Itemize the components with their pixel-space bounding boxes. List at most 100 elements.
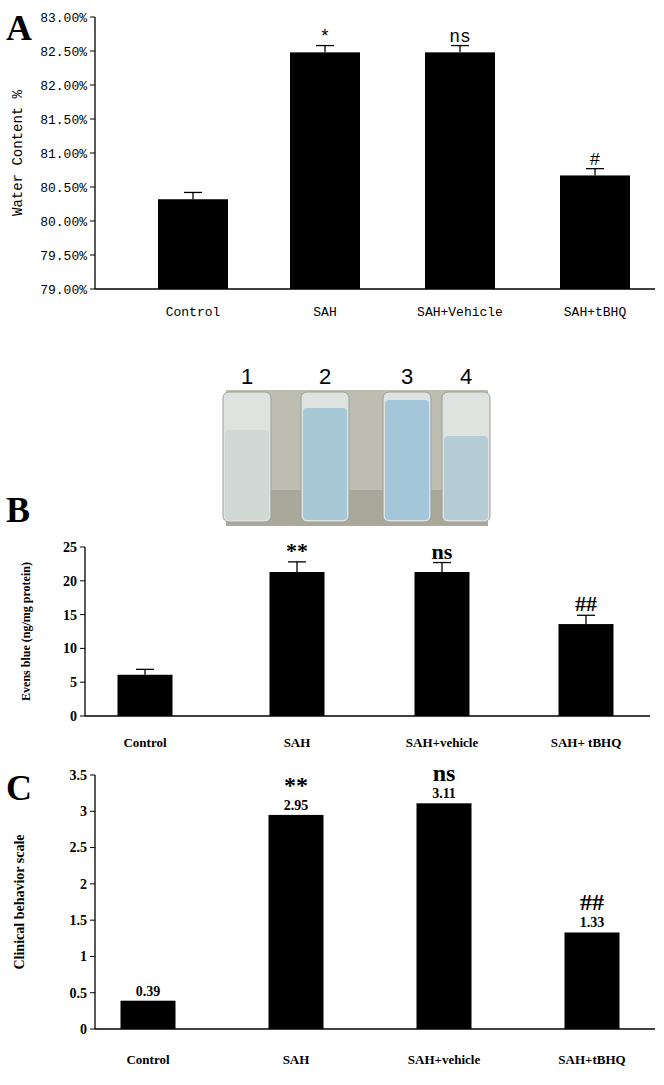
y-tick <box>90 956 95 957</box>
y-tick-label: 0 <box>80 1022 87 1037</box>
bar <box>121 1001 176 1029</box>
error-stem <box>441 563 442 572</box>
tube-photo <box>223 390 490 526</box>
y-axis-label: Evens blue (ng/mg protein) <box>19 562 33 701</box>
y-tick <box>90 775 95 776</box>
tube-liquid <box>385 400 429 520</box>
y-tick <box>90 1029 95 1030</box>
x-tick-label: SAH+tBHQ <box>564 305 627 320</box>
error-stem <box>585 615 586 624</box>
y-tick <box>80 648 85 649</box>
bar <box>118 675 173 716</box>
bar <box>565 932 620 1029</box>
bar <box>269 815 324 1029</box>
bar <box>560 175 630 289</box>
panel: AWater Content %79.00%79.50%80.00%80.50%… <box>6 8 655 320</box>
y-tick-label: 20 <box>63 574 77 589</box>
tube <box>442 392 490 522</box>
bar <box>158 199 228 289</box>
significance-mark: ** <box>286 538 308 563</box>
error-bar <box>577 615 595 624</box>
tube-label: 3 <box>401 364 413 389</box>
bar <box>417 803 472 1029</box>
y-tick <box>80 716 85 717</box>
significance-mark: ** <box>284 772 308 798</box>
bar <box>415 572 470 716</box>
x-tick-label: SAH+ tBHQ <box>551 735 622 750</box>
y-tick <box>90 119 95 120</box>
significance-mark: ## <box>580 889 604 915</box>
tube <box>383 392 431 522</box>
y-tick <box>80 614 85 615</box>
bar <box>425 52 495 289</box>
error-stem <box>459 46 460 53</box>
y-tick <box>90 883 95 884</box>
y-tick-label: 1.5 <box>70 913 88 928</box>
bar <box>559 624 614 716</box>
error-stem <box>144 669 145 674</box>
data-label: 2.95 <box>284 798 309 813</box>
y-tick-label: 79.50% <box>40 249 87 264</box>
error-stem <box>296 562 297 572</box>
y-tick-label: 80.50% <box>40 181 87 196</box>
y-tick <box>80 580 85 581</box>
y-tick-label: 5 <box>70 675 77 690</box>
tube-label: 1 <box>241 364 253 389</box>
x-tick-label: SAH <box>313 305 336 320</box>
y-tick <box>90 811 95 812</box>
y-tick-label: 82.50% <box>40 45 87 60</box>
y-tick-label: 82.00% <box>40 79 87 94</box>
error-bar <box>136 669 154 674</box>
panel-letter: C <box>6 768 32 808</box>
figure: AWater Content %79.00%79.50%80.00%80.50%… <box>0 0 664 1085</box>
data-label: 3.11 <box>432 786 456 801</box>
y-tick <box>80 682 85 683</box>
y-tick-label: 3.5 <box>70 768 88 783</box>
x-tick-label: Control <box>123 735 166 750</box>
significance-mark: ## <box>575 591 597 616</box>
y-tick-label: 81.50% <box>40 113 87 128</box>
y-tick <box>90 153 95 154</box>
error-stem <box>324 46 325 53</box>
data-label: 0.39 <box>136 984 161 999</box>
y-tick <box>90 187 95 188</box>
bar <box>290 52 360 289</box>
y-tick-label: 79.00% <box>40 283 87 298</box>
x-tick-label: SAH+vehicle <box>408 1052 481 1067</box>
significance-mark: ns <box>432 539 453 564</box>
x-tick-label: Control <box>126 1052 169 1067</box>
panel-letter: B <box>6 490 30 530</box>
y-axis-label: Clinical behavior scale <box>12 834 27 969</box>
plot-marks <box>158 46 630 289</box>
x-tick-label: SAH+Vehicle <box>417 305 503 320</box>
y-tick <box>90 85 95 86</box>
x-tick-label: SAH+tBHQ <box>558 1052 625 1067</box>
panel-letter: A <box>6 8 32 48</box>
x-tick-label: SAH <box>283 1052 310 1067</box>
tube-label: 2 <box>319 364 331 389</box>
y-tick-label: 0.5 <box>70 986 88 1001</box>
error-stem <box>594 169 595 176</box>
error-stem <box>192 192 193 199</box>
plot-marks <box>121 803 620 1029</box>
significance-mark: ns <box>433 760 456 786</box>
x-tick-label: SAH <box>284 735 311 750</box>
error-bar <box>433 563 451 572</box>
y-tick-label: 0 <box>70 709 77 724</box>
y-tick-label: 3 <box>80 804 87 819</box>
error-bar <box>586 169 604 176</box>
y-tick <box>90 992 95 993</box>
error-cap <box>136 669 154 670</box>
tube-liquid <box>303 408 347 520</box>
y-tick-label: 81.00% <box>40 147 87 162</box>
error-bar <box>184 192 202 199</box>
tube-liquid <box>225 430 269 520</box>
y-tick-label: 2.5 <box>70 840 88 855</box>
tube <box>301 392 349 522</box>
error-bar <box>316 46 334 53</box>
error-bar <box>451 46 469 53</box>
panel: CClinical behavior scale00.511.522.533.5… <box>6 760 655 1067</box>
y-tick <box>90 920 95 921</box>
y-tick-label: 2 <box>80 877 87 892</box>
y-tick <box>90 255 95 256</box>
